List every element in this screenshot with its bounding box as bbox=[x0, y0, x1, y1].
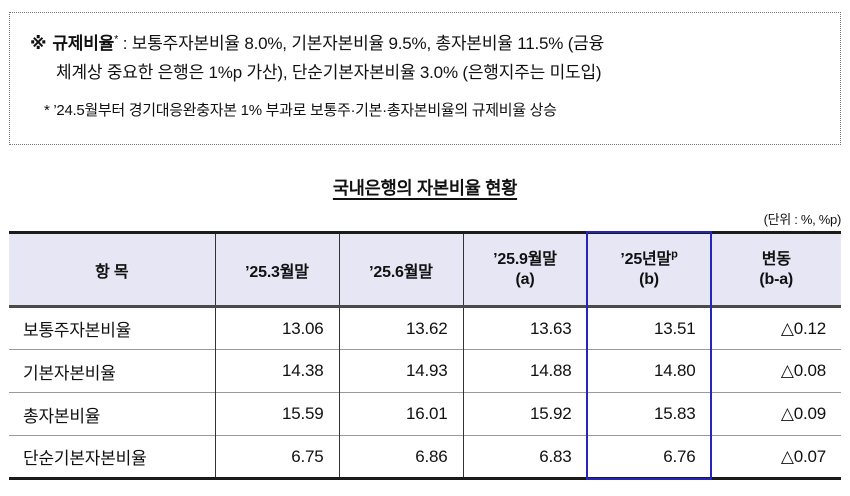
notice-footnote: * ’24.5월부터 경기대응완충자본 1% 부과로 보통주·기본·총자본비율의… bbox=[44, 102, 557, 119]
table-row-leverage: 단순기본자본비율 6.75 6.86 6.83 6.76 △0.07 bbox=[9, 435, 841, 479]
header-row: 항 목 ’25.3월말 ’25.6월말 ’25.9월말 (a) ’25년말p (… bbox=[9, 232, 841, 308]
col-header-sep25-key: (a) bbox=[515, 270, 535, 288]
row-label: 단순기본자본비율 bbox=[9, 435, 215, 479]
col-header-mar25: ’25.3월말 bbox=[214, 232, 339, 308]
cell-value: 15.83 bbox=[586, 392, 711, 436]
row-label: 보통주자본비율 bbox=[23, 321, 132, 340]
page-title: 국내은행의 자본비율 현황 bbox=[332, 178, 518, 198]
col-header-item: 항 목 bbox=[9, 232, 215, 308]
table-row-cet1: 보통주자본비율 13.06 13.62 13.63 13.51 △0.12 bbox=[9, 306, 841, 350]
cell-value: 6.75 bbox=[214, 435, 339, 479]
table-wrap: 항 목 ’25.3월말 ’25.6월말 ’25.9월말 (a) ’25년말p (… bbox=[9, 231, 841, 480]
row-label: 총자본비율 bbox=[9, 392, 215, 436]
provisional-superscript: p bbox=[671, 248, 678, 261]
col-header-sep25: ’25.9월말 (a) bbox=[462, 232, 587, 308]
table-row-total: 총자본비율 15.59 16.01 15.92 15.83 △0.09 bbox=[9, 392, 841, 436]
cell-change: △0.07 bbox=[710, 435, 841, 479]
col-header-change-label: 변동 bbox=[761, 250, 791, 268]
asterisk-superscript: * bbox=[114, 33, 119, 46]
cell-value: 6.83 bbox=[462, 435, 587, 479]
cell-value: 14.93 bbox=[338, 349, 463, 393]
title-row: 국내은행의 자본비율 현황 bbox=[9, 175, 841, 200]
col-header-sep25-label: ’25.9월말 bbox=[493, 250, 557, 268]
col-header-dec25-key: (b) bbox=[639, 270, 659, 288]
cell-value: 13.51 bbox=[586, 306, 711, 350]
col-header-dec25-label: ’25년말 bbox=[620, 250, 672, 268]
cell-value: 13.06 bbox=[214, 306, 339, 350]
cell-value: 6.86 bbox=[338, 435, 463, 479]
col-header-change: 변동 (b-a) bbox=[710, 232, 841, 308]
cell-value: 16.01 bbox=[338, 392, 463, 436]
regulation-notice-box: ※ 규제비율* : 보통주자본비율 8.0%, 기본자본비율 9.5%, 총자본비… bbox=[9, 12, 841, 145]
cell-change: △0.12 bbox=[710, 306, 841, 350]
col-header-dec25: ’25년말p (b) bbox=[586, 232, 711, 308]
notice-term: 규제비율 bbox=[52, 34, 115, 53]
row-label: 기본자본비율 bbox=[9, 349, 215, 393]
notice-line-1: ※ 규제비율* : 보통주자본비율 8.0%, 기본자본비율 9.5%, 총자본비… bbox=[30, 29, 820, 58]
cell-value: 14.88 bbox=[462, 349, 587, 393]
table-row-tier1: 기본자본비율 14.38 14.93 14.88 14.80 △0.08 bbox=[9, 349, 841, 393]
cell-value: 14.80 bbox=[586, 349, 711, 393]
unit-label: (단위 : %, %p) bbox=[763, 212, 842, 227]
table-header: 항 목 ’25.3월말 ’25.6월말 ’25.9월말 (a) ’25년말p (… bbox=[9, 232, 841, 308]
notice-line-2: 체계상 중요한 은행은 1%p 가산), 단순기본자본비율 3.0% (은행지주… bbox=[56, 63, 602, 82]
cell-change: △0.09 bbox=[710, 392, 841, 436]
cell-value: 14.38 bbox=[214, 349, 339, 393]
capital-ratio-table: 항 목 ’25.3월말 ’25.6월말 ’25.9월말 (a) ’25년말p (… bbox=[9, 231, 841, 480]
notice-line1-text: : 보통주자본비율 8.0%, 기본자본비율 9.5%, 총자본비율 11.5%… bbox=[118, 34, 605, 53]
col-header-jun25: ’25.6월말 bbox=[338, 232, 463, 308]
page: ※ 규제비율* : 보통주자본비율 8.0%, 기본자본비율 9.5%, 총자본비… bbox=[9, 12, 842, 480]
cell-value: 13.63 bbox=[462, 306, 587, 350]
cell-value: 6.76 bbox=[586, 435, 711, 479]
cell-change: △0.08 bbox=[710, 349, 841, 393]
cell-value: 13.62 bbox=[338, 306, 463, 350]
cell-value: 15.92 bbox=[462, 392, 587, 436]
table-body: 보통주자본비율 13.06 13.62 13.63 13.51 △0.12 기본… bbox=[9, 306, 841, 479]
cell-value: 15.59 bbox=[214, 392, 339, 436]
reference-mark: ※ bbox=[30, 34, 47, 53]
col-header-change-key: (b-a) bbox=[759, 270, 794, 288]
